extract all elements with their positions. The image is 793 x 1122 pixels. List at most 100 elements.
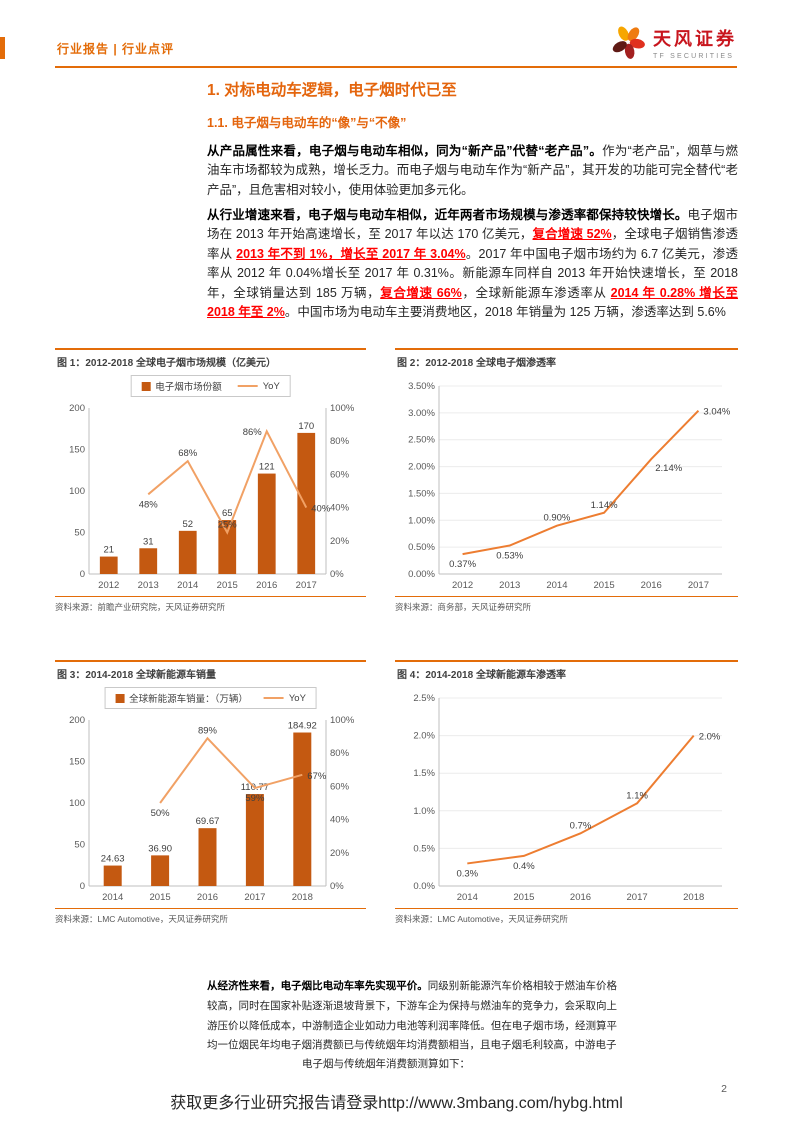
svg-text:67%: 67% xyxy=(307,771,327,782)
svg-text:2015: 2015 xyxy=(513,892,534,903)
svg-text:2.5%: 2.5% xyxy=(413,693,435,704)
svg-text:100%: 100% xyxy=(330,715,355,726)
svg-text:60%: 60% xyxy=(330,781,350,792)
bar xyxy=(139,548,158,574)
svg-text:170: 170 xyxy=(298,421,314,432)
body-text: 。2017 年中国电子烟市场约为 6.7 亿美元，渗透率从 2012 年 0.0… xyxy=(207,246,738,300)
page-number: 2 xyxy=(721,1083,727,1095)
chart-canvas: 0 50 100 150 200 0% 20% 40% 60% 80% 100% 2014 2015 20… xyxy=(69,715,355,903)
bold-lead-text: 从经济性来看，电子烟比电动车率先实现平价。 xyxy=(207,980,428,992)
brand-subtitle: TF SECURITIES xyxy=(653,52,735,60)
svg-text:2014: 2014 xyxy=(457,892,478,903)
svg-text:3.50%: 3.50% xyxy=(408,381,435,392)
svg-text:2017: 2017 xyxy=(627,892,648,903)
svg-text:2017: 2017 xyxy=(688,580,709,591)
body-text: ，全球新能源车渗透率从 xyxy=(461,285,611,300)
legend-bar-series: 全球新能源车销量：（万辆） xyxy=(115,691,248,705)
svg-text:0.53%: 0.53% xyxy=(496,551,523,562)
svg-text:0.50%: 0.50% xyxy=(408,542,435,553)
svg-text:3.04%: 3.04% xyxy=(703,407,730,418)
legend-line-series: YoY xyxy=(263,693,306,704)
svg-text:0.4%: 0.4% xyxy=(513,861,535,872)
chart-canvas: 0.0% 0.5% 1.0% 1.5% 2.0% 2.5% 2014 2015 2016 2017… xyxy=(413,693,722,903)
svg-text:2015: 2015 xyxy=(594,580,615,591)
highlighted-text: 2014 年 0.28% 增长至 2018 年至 2% xyxy=(207,285,738,320)
svg-text:0.90%: 0.90% xyxy=(543,513,570,524)
svg-text:21: 21 xyxy=(103,545,114,556)
figure-3-nev-sales: 图 3：2014-2018 全球新能源车销量 全球新能源车销量：（万辆） YoY 0… xyxy=(55,660,366,925)
figure-chart-area: 全球新能源车销量：（万辆） YoY 0 50 100 150 200 0% 20% 40% 60% 8… xyxy=(55,684,366,908)
svg-text:2016: 2016 xyxy=(641,580,662,591)
bar xyxy=(293,732,312,886)
svg-text:40%: 40% xyxy=(311,504,331,515)
bar xyxy=(257,473,276,574)
svg-text:100: 100 xyxy=(69,486,85,497)
svg-text:2016: 2016 xyxy=(256,580,277,591)
svg-text:20%: 20% xyxy=(330,536,350,547)
figure-title: 图 2：2012-2018 全球电子烟渗透率 xyxy=(395,348,738,372)
brand-text: 天风证券 TF SECURITIES xyxy=(653,25,737,60)
subsection-title: 1.1. 电子烟与电动车的“像”与“不像” xyxy=(207,116,407,130)
bar xyxy=(99,556,118,574)
svg-text:1.0%: 1.0% xyxy=(413,806,435,817)
bar xyxy=(103,865,122,886)
bold-lead-text: 从产品属性来看，电子烟与电动车相似，同为“新产品”代替“老产品”。 xyxy=(207,144,603,158)
svg-text:24.63: 24.63 xyxy=(101,854,125,865)
left-edge-accent xyxy=(0,37,5,59)
figure-title: 图 1：2012-2018 全球电子烟市场规模（亿美元） xyxy=(55,348,366,372)
svg-text:0%: 0% xyxy=(330,569,344,580)
svg-text:2016: 2016 xyxy=(197,892,218,903)
body-text: 作为“老产品”，烟草与燃油车市场都较为成熟，增长乏力。而电子烟与电动车作为“新产… xyxy=(207,144,738,197)
legend-line-series-swatch xyxy=(263,696,284,700)
svg-text:100: 100 xyxy=(69,798,85,809)
svg-text:121: 121 xyxy=(259,462,275,473)
section-title: 1. 对标电动车逻辑，电子烟时代已至 xyxy=(207,82,457,99)
svg-text:2018: 2018 xyxy=(683,892,704,903)
svg-text:68%: 68% xyxy=(178,448,198,459)
highlighted-text: 复合增速 66% xyxy=(380,285,462,300)
svg-text:0%: 0% xyxy=(330,881,344,892)
legend-line-series-swatch xyxy=(237,384,258,388)
svg-text:80%: 80% xyxy=(330,436,350,447)
svg-text:0: 0 xyxy=(80,569,85,580)
bar xyxy=(151,855,170,886)
svg-text:2.14%: 2.14% xyxy=(655,463,682,474)
trend-line xyxy=(159,736,303,804)
body-text: 同级别新能源汽车价格相较于燃油车价格较高，同时在国家补贴逐渐退坡背景下，下游车企… xyxy=(207,980,618,1052)
bar xyxy=(198,828,217,886)
legend-bar-series-swatch xyxy=(141,381,151,391)
body-text: ，全球电子烟销售渗透率从 xyxy=(207,227,738,261)
svg-text:40%: 40% xyxy=(330,815,350,826)
svg-text:100%: 100% xyxy=(330,403,355,414)
legend-line-series: YoY xyxy=(237,381,280,392)
figure-1-ecig-market-size: 图 1：2012-2018 全球电子烟市场规模（亿美元） 电子烟市场份额 YoY 0… xyxy=(55,348,366,613)
figure-title: 图 3：2014-2018 全球新能源车销量 xyxy=(55,660,366,684)
svg-text:2013: 2013 xyxy=(499,580,520,591)
bar xyxy=(218,520,237,574)
svg-text:40%: 40% xyxy=(330,503,350,514)
svg-text:36.90: 36.90 xyxy=(148,843,172,854)
svg-text:1.5%: 1.5% xyxy=(413,768,435,779)
svg-text:60%: 60% xyxy=(330,469,350,480)
figure-4-nev-penetration: 图 4：2014-2018 全球新能源车渗透率 0.0% 0.5% 1.0% 1.5%… xyxy=(395,660,738,925)
chart-legend: 全球新能源车销量：（万辆） YoY xyxy=(104,687,317,709)
svg-text:2018: 2018 xyxy=(292,892,313,903)
svg-text:0.00%: 0.00% xyxy=(408,569,435,580)
chart-canvas: 0.00% 0.50% 1.00% 1.50% 2.00% 2.50% 3.00% 3.50%… xyxy=(408,381,731,591)
svg-text:200: 200 xyxy=(69,403,85,414)
paragraph-economics-note: 电子烟与传统烟年消费额测算如下： xyxy=(302,1058,470,1070)
header-divider xyxy=(55,66,737,68)
svg-text:184.92: 184.92 xyxy=(288,721,317,732)
svg-text:50%: 50% xyxy=(151,808,171,819)
tf-securities-logo-icon xyxy=(612,26,645,59)
highlighted-text: 2013 年不到 1%，增长至 2017 年 3.04% xyxy=(236,246,466,261)
legend-bar-series: 电子烟市场份额 xyxy=(141,379,222,393)
svg-text:200: 200 xyxy=(69,715,85,726)
svg-text:3.00%: 3.00% xyxy=(408,408,435,419)
svg-text:65: 65 xyxy=(222,508,233,519)
svg-text:2017: 2017 xyxy=(244,892,265,903)
footer-link[interactable]: 获取更多行业研究报告请登录http://www.3mbang.com/hybg.… xyxy=(170,1095,623,1112)
body-text: 。中国市场为电动车主要消费地区，2018 年销量为 125 万辆，渗透率达到 5… xyxy=(284,305,726,320)
svg-text:2012: 2012 xyxy=(98,580,119,591)
